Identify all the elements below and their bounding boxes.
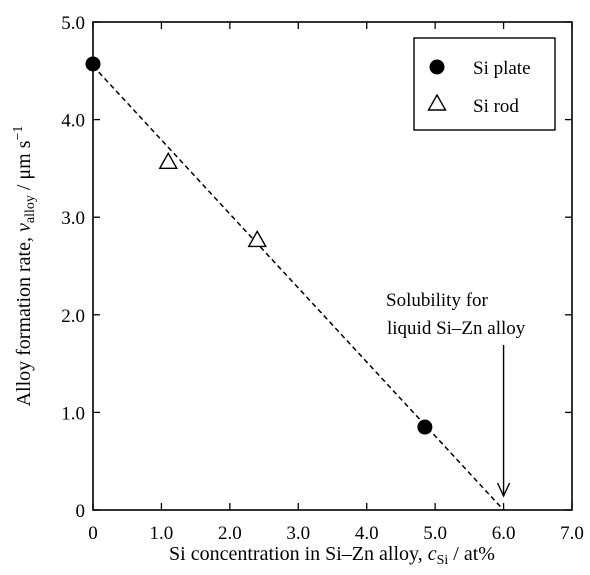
x-tick-label: 0 [88,523,98,544]
data-point-si-rod [158,151,178,170]
legend-box [413,37,556,131]
y-tick-label: 3.0 [61,208,85,229]
y-axis-title-symbol: v [13,223,35,232]
x-ticks: 0 1.0 2.0 3.0 4.0 5.0 6.0 7.0 [88,22,584,544]
y-ticks: 0 1.0 2.0 3.0 4.0 5.0 [61,13,572,522]
x-tick-label: 3.0 [286,523,310,544]
fit-line-group [92,65,505,511]
y-tick-label: 1.0 [61,403,85,424]
x-tick-label: 2.0 [218,523,242,544]
legend-marker-si-plate [429,59,445,75]
fit-line [92,65,505,511]
y-axis-title-superscript: −1 [11,126,26,141]
x-tick-label: 7.0 [560,523,584,544]
data-points [85,56,433,435]
y-axis-title-main: Alloy formation rate, [13,232,35,406]
x-tick-label: 6.0 [492,523,516,544]
legend-label-si-rod: Si rod [473,96,519,117]
x-axis-title: Si concentration in Si–Zn alloy, cSi / a… [169,543,495,568]
x-axis-title-symbol: c [428,543,437,565]
x-tick-label: 5.0 [423,523,447,544]
annotation-line-1: Solubility for [386,290,489,311]
data-point-si-rod [247,229,267,248]
x-axis-title-subscript: Si [437,553,449,568]
y-axis-title-subscript: alloy [23,195,38,223]
annotation: Solubility for liquid Si–Zn alloy [386,290,526,498]
annotation-arrow-head [496,482,511,498]
y-tick-label: 2.0 [61,306,85,327]
plot-area: 0 1.0 2.0 3.0 4.0 5.0 6.0 7.0 0 1.0 2.0 3.0 4.0 5.0 [61,13,584,544]
legend-label-si-plate: Si plate [473,58,531,79]
y-tick-label: 4.0 [61,111,85,132]
plot-frame [92,21,573,511]
x-tick-label: 4.0 [355,523,379,544]
x-axis-title-unit: / at% [448,543,495,565]
legend-marker-si-rod [427,93,447,111]
data-point-si-plate [85,56,101,72]
x-axis-title-main: Si concentration in Si–Zn alloy, [169,543,428,565]
annotation-line-2: liquid Si–Zn alloy [387,318,526,339]
y-tick-label: 5.0 [61,13,85,34]
y-axis-title: Alloy formation rate, valloy / μm s−1 [11,126,38,407]
legend: Si plate Si rod [413,37,556,131]
y-axis-title-unit: / μm s [13,140,35,195]
x-tick-label: 1.0 [150,523,174,544]
data-point-si-plate [417,419,433,435]
y-tick-label: 0 [76,501,86,522]
